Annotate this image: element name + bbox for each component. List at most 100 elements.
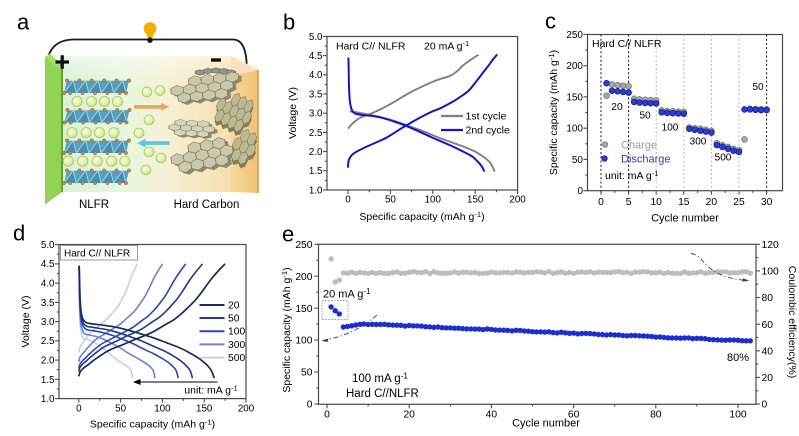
svg-text:100 mA g-1: 100 mA g-1 xyxy=(352,371,408,385)
svg-text:Specific capacity (mAh g-1): Specific capacity (mAh g-1) xyxy=(90,417,215,430)
svg-text:0: 0 xyxy=(307,400,313,411)
svg-text:unit: mA g-1: unit: mA g-1 xyxy=(605,169,658,182)
svg-text:unit: mA g-1: unit: mA g-1 xyxy=(184,383,237,396)
svg-text:20: 20 xyxy=(706,197,718,208)
svg-text:20: 20 xyxy=(762,373,774,384)
svg-text:d: d xyxy=(13,221,25,246)
svg-text:3.0: 3.0 xyxy=(309,109,323,120)
svg-text:Hard C// NLFR: Hard C// NLFR xyxy=(336,41,406,53)
svg-text:4.5: 4.5 xyxy=(41,259,55,270)
svg-text:b: b xyxy=(283,10,295,35)
svg-text:0: 0 xyxy=(598,197,604,208)
svg-text:0: 0 xyxy=(762,400,768,411)
svg-text:100: 100 xyxy=(729,410,746,421)
svg-text:500: 500 xyxy=(715,153,732,164)
svg-text:20: 20 xyxy=(228,301,240,312)
svg-text:c: c xyxy=(545,9,556,34)
svg-text:Hard C// NLFR: Hard C// NLFR xyxy=(64,249,130,260)
svg-text:0: 0 xyxy=(324,410,330,421)
svg-text:Hard C// NLFR: Hard C// NLFR xyxy=(592,38,662,50)
svg-text:80: 80 xyxy=(650,410,662,421)
svg-text:1.0: 1.0 xyxy=(309,185,323,196)
svg-text:Cycle number: Cycle number xyxy=(512,418,580,430)
svg-text:100: 100 xyxy=(425,195,442,206)
svg-text:0: 0 xyxy=(577,186,583,197)
svg-text:1.5: 1.5 xyxy=(41,375,55,386)
svg-text:200: 200 xyxy=(295,272,312,283)
svg-text:80: 80 xyxy=(762,293,774,304)
svg-text:150: 150 xyxy=(196,404,213,415)
svg-text:200: 200 xyxy=(238,404,255,415)
svg-text:5.0: 5.0 xyxy=(41,240,55,251)
svg-text:Specific capacity (mAh g-1): Specific capacity (mAh g-1) xyxy=(280,267,293,392)
svg-text:100: 100 xyxy=(295,336,312,347)
svg-text:1st cycle: 1st cycle xyxy=(466,111,507,123)
svg-text:100: 100 xyxy=(566,124,583,135)
svg-text:Discharge: Discharge xyxy=(621,153,671,165)
svg-text:250: 250 xyxy=(566,30,583,41)
svg-text:50: 50 xyxy=(228,314,240,325)
svg-text:120: 120 xyxy=(762,240,779,251)
svg-text:Specific capacity (mAh g-1): Specific capacity (mAh g-1) xyxy=(359,210,484,223)
svg-text:50: 50 xyxy=(752,82,764,93)
svg-text:150: 150 xyxy=(295,304,312,315)
svg-text:NLFR: NLFR xyxy=(79,199,109,211)
svg-text:150: 150 xyxy=(566,92,583,103)
svg-text:50: 50 xyxy=(115,404,126,415)
svg-text:30: 30 xyxy=(761,197,773,208)
svg-text:0: 0 xyxy=(76,404,82,415)
svg-text:2.5: 2.5 xyxy=(309,128,323,139)
svg-text:200: 200 xyxy=(509,195,526,206)
svg-text:60: 60 xyxy=(568,410,580,421)
svg-text:20: 20 xyxy=(403,410,415,421)
svg-text:100: 100 xyxy=(662,123,679,134)
svg-text:4.0: 4.0 xyxy=(309,70,323,81)
svg-text:Charge: Charge xyxy=(621,139,657,151)
svg-text:50: 50 xyxy=(639,111,651,122)
svg-text:20: 20 xyxy=(611,102,623,113)
svg-text:150: 150 xyxy=(467,195,484,206)
svg-text:300: 300 xyxy=(228,340,245,351)
svg-text:1.0: 1.0 xyxy=(41,394,55,405)
svg-text:20 mA g-1: 20 mA g-1 xyxy=(424,39,469,52)
svg-text:Hard C//NLFR: Hard C//NLFR xyxy=(346,388,419,400)
svg-text:100: 100 xyxy=(154,404,171,415)
svg-text:50: 50 xyxy=(385,195,396,206)
svg-text:3.0: 3.0 xyxy=(41,317,55,328)
svg-text:Voltage (V): Voltage (V) xyxy=(20,296,32,348)
svg-text:1.5: 1.5 xyxy=(309,166,323,177)
svg-text:2.0: 2.0 xyxy=(309,147,323,158)
svg-text:20 mA g-1: 20 mA g-1 xyxy=(323,287,370,300)
svg-text:Hard Carbon: Hard Carbon xyxy=(174,199,240,211)
svg-text:250: 250 xyxy=(295,240,312,251)
svg-text:Voltage (V): Voltage (V) xyxy=(287,87,299,139)
svg-text:25: 25 xyxy=(733,197,745,208)
svg-text:2.0: 2.0 xyxy=(41,356,55,367)
svg-text:200: 200 xyxy=(566,61,583,72)
svg-text:4.0: 4.0 xyxy=(41,279,55,290)
svg-text:0: 0 xyxy=(345,195,351,206)
svg-text:4.5: 4.5 xyxy=(309,51,323,62)
svg-text:Cycle number: Cycle number xyxy=(651,213,719,225)
svg-text:100: 100 xyxy=(762,267,779,278)
svg-text:Specific capacity (mAh g-1): Specific capacity (mAh g-1) xyxy=(547,50,560,175)
svg-text:100: 100 xyxy=(228,327,245,338)
svg-text:3.5: 3.5 xyxy=(41,298,55,309)
svg-text:15: 15 xyxy=(678,197,690,208)
svg-text:60: 60 xyxy=(762,320,774,331)
svg-text:50: 50 xyxy=(301,368,313,379)
svg-text:e: e xyxy=(282,222,294,247)
svg-text:50: 50 xyxy=(572,155,584,166)
svg-text:2nd cycle: 2nd cycle xyxy=(466,125,511,137)
svg-text:500: 500 xyxy=(228,353,245,364)
svg-text:40: 40 xyxy=(762,346,774,357)
svg-text:Coulombic efficiency(%): Coulombic efficiency(%) xyxy=(786,266,798,378)
svg-text:a: a xyxy=(17,10,30,35)
svg-text:80%: 80% xyxy=(727,352,749,364)
svg-text:5: 5 xyxy=(626,197,632,208)
svg-text:2.5: 2.5 xyxy=(41,336,55,347)
svg-text:10: 10 xyxy=(650,197,662,208)
svg-text:3.5: 3.5 xyxy=(309,89,323,100)
svg-text:300: 300 xyxy=(690,137,707,148)
svg-text:40: 40 xyxy=(486,410,498,421)
